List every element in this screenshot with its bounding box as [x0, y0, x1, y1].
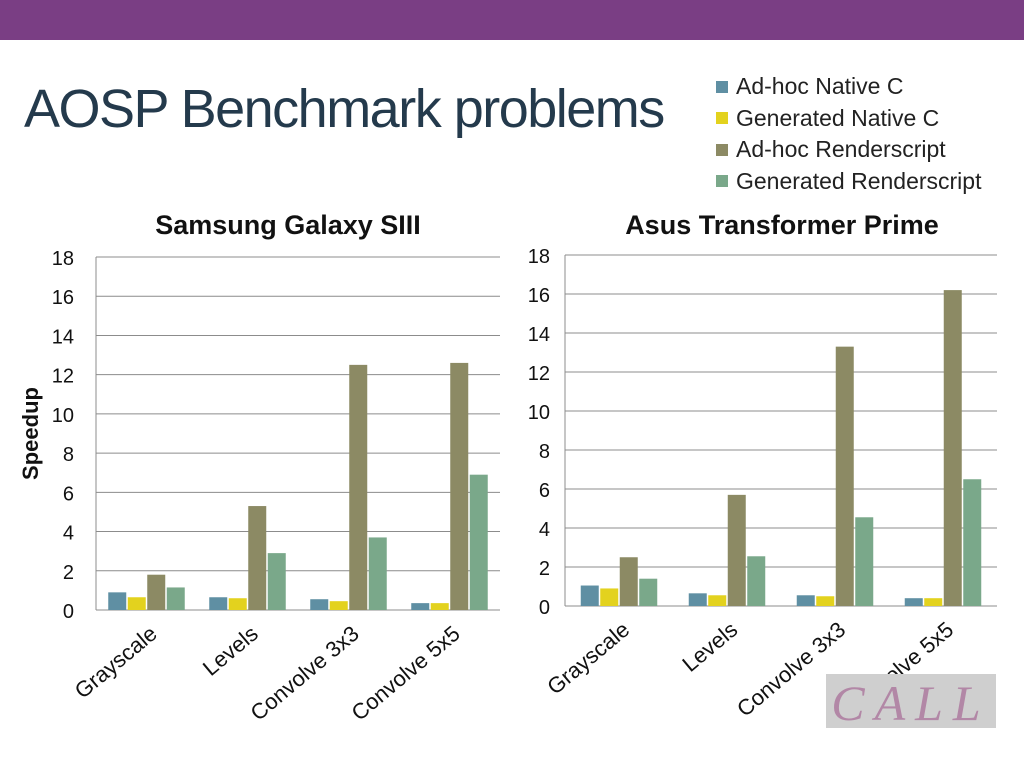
- top-accent-bar: [0, 0, 1024, 40]
- bar-ad-hoc-native-c-grayscale: [108, 592, 127, 610]
- bar-generated-renderscript-convolve-3x3: [368, 537, 387, 610]
- x-category-label: Grayscale: [70, 621, 162, 704]
- bar-ad-hoc-native-c-convolve-3x3: [310, 599, 329, 610]
- bar-generated-native-c-grayscale: [127, 597, 146, 610]
- x-category-label: Grayscale: [542, 617, 634, 700]
- bar-generated-native-c-grayscale: [600, 588, 619, 606]
- y-tick-label: 6: [63, 483, 74, 505]
- x-category-label: Levels: [677, 617, 742, 677]
- bar-ad-hoc-renderscript-convolve-3x3: [835, 346, 854, 606]
- bar-generated-native-c-levels: [228, 598, 247, 610]
- y-tick-label: 12: [52, 366, 74, 388]
- legend: Ad-hoc Native C Generated Native C Ad-ho…: [716, 71, 981, 197]
- y-tick-label: 6: [539, 480, 550, 502]
- y-tick-label: 16: [528, 285, 550, 307]
- bar-ad-hoc-native-c-convolve-5x5: [904, 598, 923, 606]
- bar-generated-native-c-convolve-5x5: [430, 603, 449, 610]
- legend-label: Generated Native C: [736, 104, 940, 131]
- bar-ad-hoc-native-c-convolve-5x5: [411, 603, 430, 610]
- y-tick-label: 2: [539, 558, 550, 580]
- bar-generated-renderscript-grayscale: [639, 578, 658, 606]
- y-tick-label: 14: [52, 326, 74, 348]
- legend-item-adhoc-native-c: Ad-hoc Native C: [716, 71, 981, 103]
- y-tick-label: 12: [528, 363, 550, 385]
- bar-generated-renderscript-convolve-5x5: [469, 474, 488, 610]
- bar-ad-hoc-native-c-grayscale: [580, 585, 599, 606]
- y-tick-label: 0: [539, 597, 550, 619]
- chart-title-samsung: Samsung Galaxy SIII: [155, 210, 421, 240]
- legend-item-generated-renderscript: Generated Renderscript: [716, 166, 981, 198]
- legend-swatch: [716, 175, 728, 188]
- legend-label: Generated Renderscript: [736, 167, 982, 194]
- y-tick-label: 18: [528, 246, 550, 268]
- x-category-label: Convolve 5x5: [347, 621, 465, 726]
- legend-item-adhoc-renderscript: Ad-hoc Renderscript: [716, 134, 981, 166]
- y-tick-label: 10: [528, 402, 550, 424]
- bar-ad-hoc-renderscript-grayscale: [619, 557, 638, 606]
- bar-ad-hoc-native-c-levels: [688, 593, 707, 606]
- y-tick-label: 18: [52, 248, 74, 270]
- y-tick-label: 16: [52, 287, 74, 309]
- bar-ad-hoc-native-c-levels: [209, 597, 228, 610]
- bar-ad-hoc-renderscript-levels: [248, 506, 267, 610]
- y-tick-label: 4: [539, 519, 550, 541]
- legend-swatch: [716, 143, 728, 156]
- legend-label: Ad-hoc Native C: [736, 73, 904, 100]
- y-tick-label: 0: [63, 601, 74, 623]
- logo-lettering: CALL: [831, 675, 991, 728]
- bar-generated-native-c-convolve-3x3: [329, 601, 348, 610]
- bar-ad-hoc-native-c-convolve-3x3: [796, 595, 815, 606]
- chart-title-asus: Asus Transformer Prime: [625, 210, 939, 240]
- x-category-label: Levels: [198, 621, 263, 681]
- bar-generated-renderscript-levels: [267, 553, 286, 610]
- y-tick-label: 2: [63, 562, 74, 584]
- y-tick-label: 4: [63, 523, 74, 545]
- legend-item-generated-native-c: Generated Native C: [716, 103, 981, 135]
- bar-ad-hoc-renderscript-grayscale: [147, 574, 166, 610]
- y-tick-label: 8: [63, 444, 74, 466]
- bar-generated-renderscript-grayscale: [166, 587, 185, 610]
- y-tick-label: 14: [528, 324, 550, 346]
- bar-ad-hoc-renderscript-convolve-3x3: [349, 364, 368, 610]
- bar-ad-hoc-renderscript-convolve-5x5: [943, 290, 962, 606]
- x-category-label: Convolve 3x3: [246, 621, 364, 726]
- slide-title: AOSP Benchmark problems: [24, 79, 665, 139]
- legend-swatch: [716, 80, 728, 93]
- y-axis-label: Speedup: [18, 387, 43, 480]
- legend-swatch: [716, 112, 728, 125]
- lab-logo-watermark: CALL: [826, 674, 996, 728]
- bar-generated-native-c-levels: [708, 595, 727, 606]
- y-tick-label: 8: [539, 441, 550, 463]
- bar-generated-renderscript-convolve-3x3: [855, 517, 874, 606]
- bar-generated-renderscript-convolve-5x5: [963, 479, 982, 606]
- bar-generated-native-c-convolve-5x5: [924, 598, 943, 606]
- bar-generated-native-c-convolve-3x3: [816, 596, 835, 606]
- bar-ad-hoc-renderscript-convolve-5x5: [450, 362, 469, 610]
- bar-generated-renderscript-levels: [747, 556, 766, 606]
- bar-ad-hoc-renderscript-levels: [727, 494, 746, 606]
- legend-label: Ad-hoc Renderscript: [736, 136, 946, 163]
- y-tick-label: 10: [52, 405, 74, 427]
